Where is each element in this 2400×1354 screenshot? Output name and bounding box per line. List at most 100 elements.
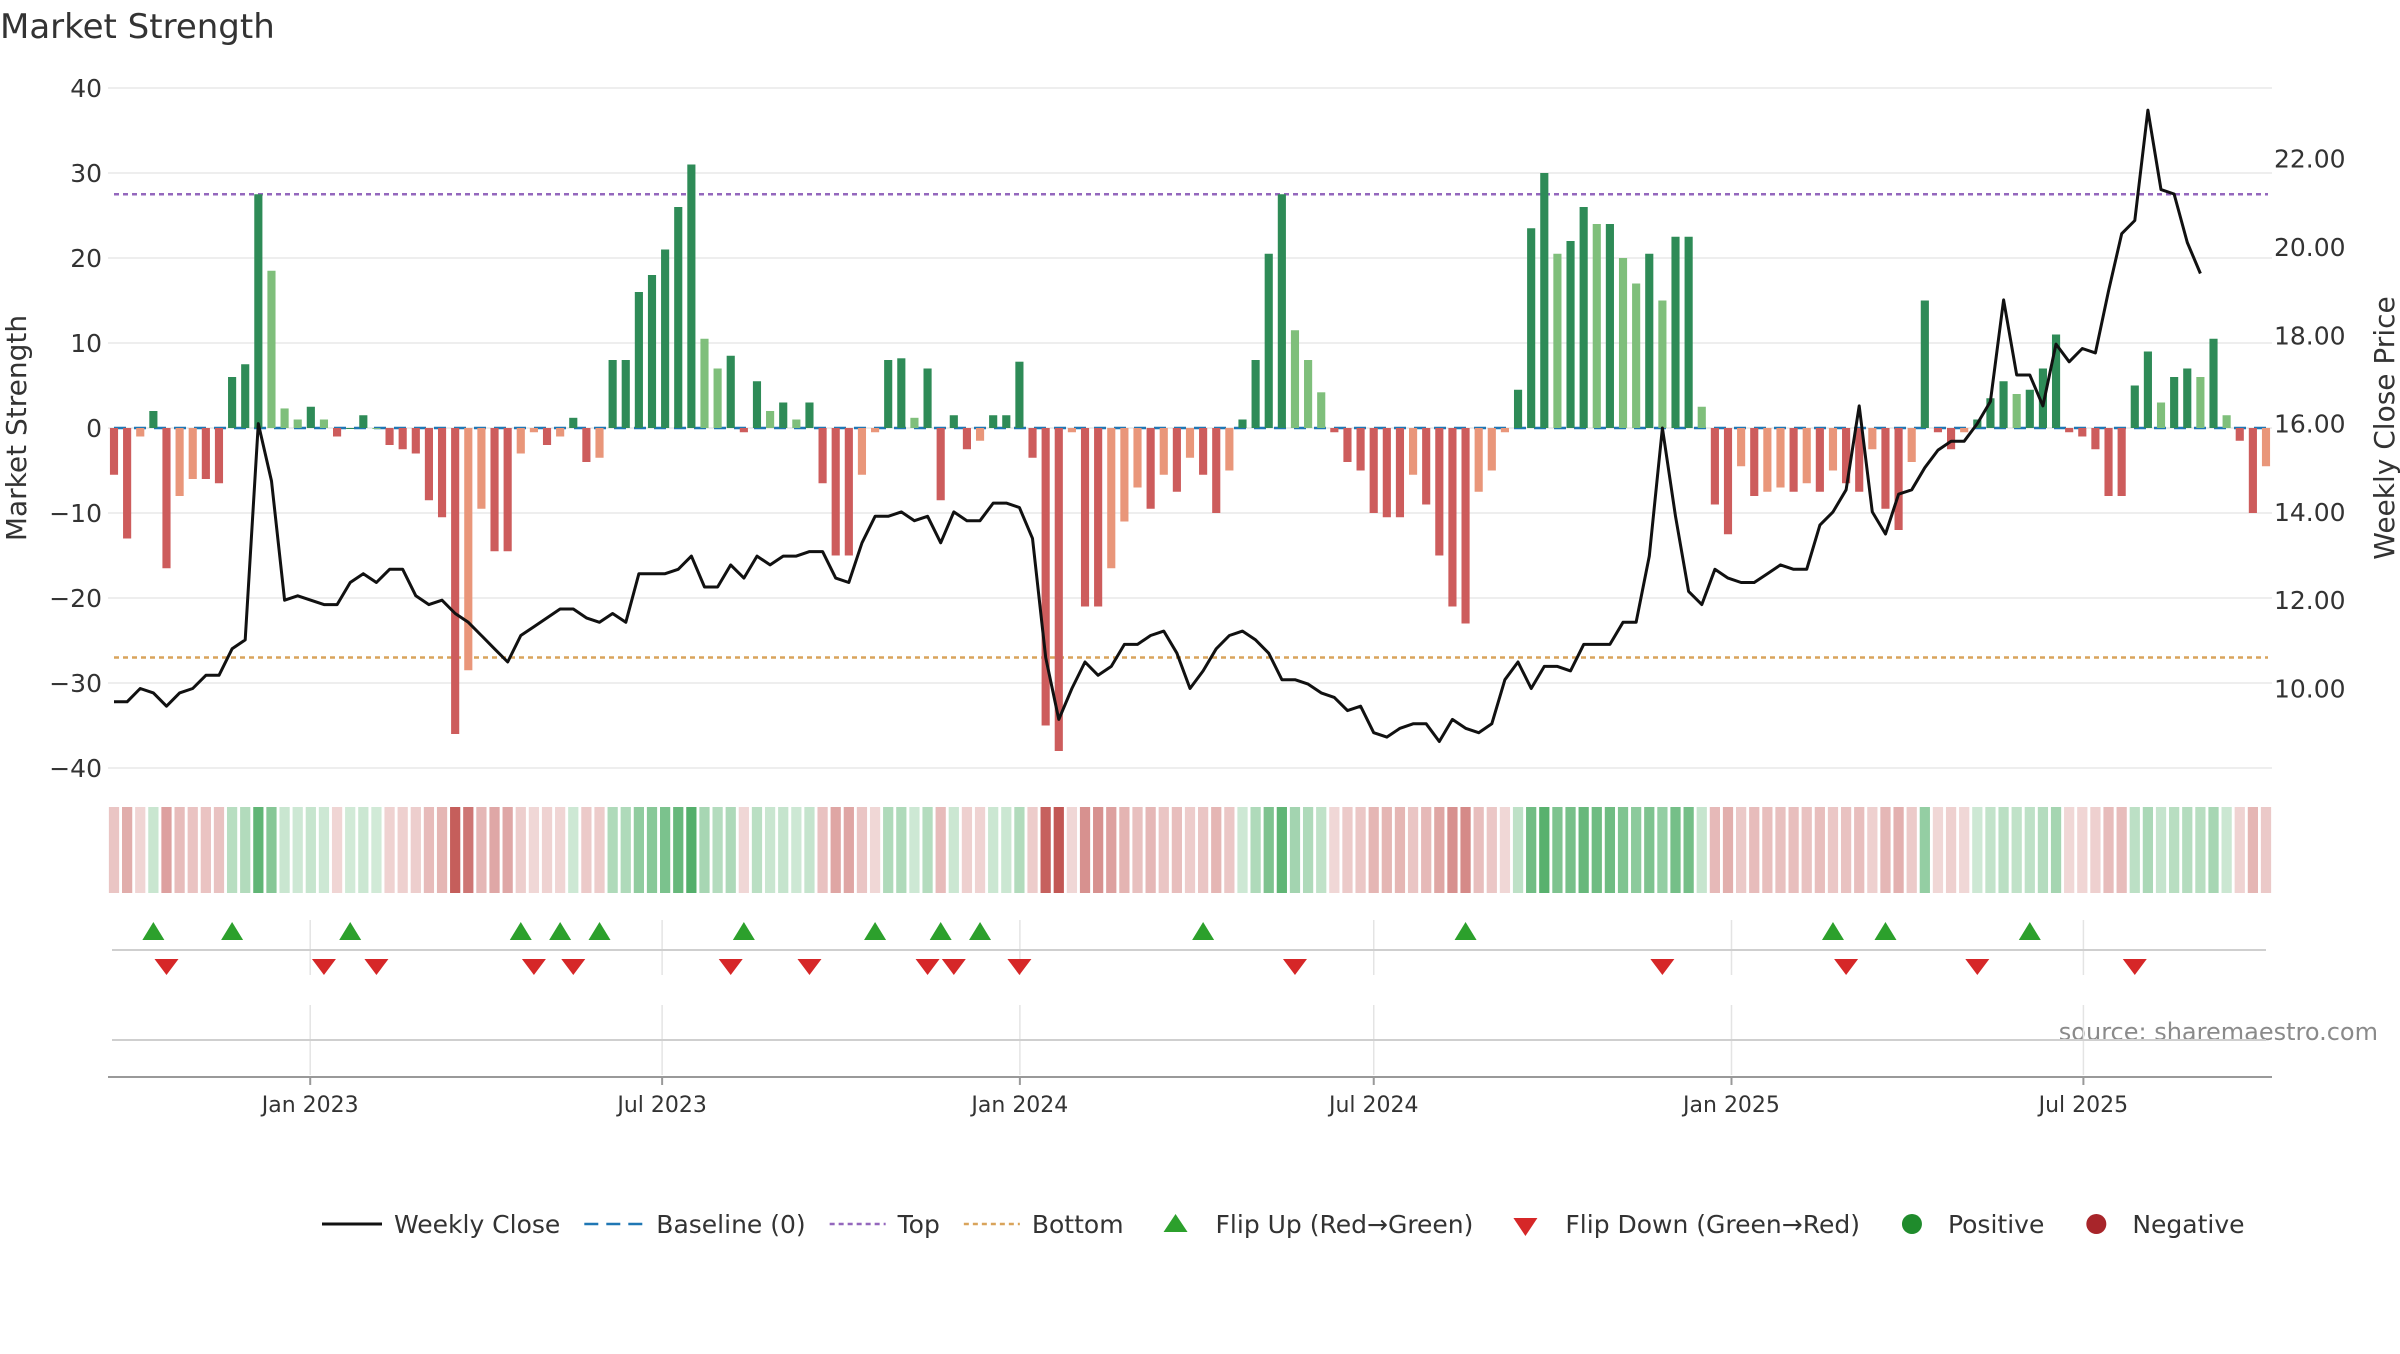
heat-band-cell xyxy=(528,807,540,893)
heat-band-cell xyxy=(1106,807,1117,893)
heat-band-cell xyxy=(279,807,290,893)
strength-bar xyxy=(529,428,538,433)
strength-bar xyxy=(1684,236,1693,428)
strength-bar xyxy=(2065,428,2074,433)
heat-band-cell xyxy=(817,807,828,893)
strength-bar xyxy=(1553,253,1562,428)
heat-band-cell xyxy=(1184,807,1196,893)
heat-band-cell xyxy=(922,807,933,893)
heat-band-cell xyxy=(1552,807,1563,893)
heat-band-cell xyxy=(1893,807,1904,893)
strength-bar xyxy=(2196,377,2205,428)
strength-bar xyxy=(1474,428,1483,492)
heat-band-cell xyxy=(1644,807,1655,893)
strength-bar xyxy=(700,338,709,428)
heat-band-cell xyxy=(633,807,644,893)
legend-item: Flip Up (Red→Green) xyxy=(1163,1210,1473,1239)
heat-band-cell xyxy=(699,807,710,893)
flip-up-marker xyxy=(969,922,992,940)
strength-bar xyxy=(1828,428,1838,471)
strength-bar xyxy=(214,428,224,484)
heat-band-cell xyxy=(1132,807,1143,893)
heat-band-cell xyxy=(2103,807,2114,893)
heat-band-cell xyxy=(161,807,172,893)
heat-band-cell xyxy=(1421,807,1432,893)
strength-bar xyxy=(1697,406,1706,428)
heat-band-cell xyxy=(1827,807,1839,893)
heat-band-cell xyxy=(1145,807,1156,893)
strength-bar xyxy=(2209,338,2218,428)
heat-band-cell xyxy=(1407,807,1419,893)
flip-up-marker xyxy=(2018,922,2041,940)
strength-bar xyxy=(411,428,420,454)
heat-band-cell xyxy=(2221,807,2232,893)
flip-down-marker xyxy=(915,959,940,975)
y-tick-label-left: −10 xyxy=(49,499,102,528)
heat-band-cell xyxy=(1604,807,1616,893)
legend-item: Flip Down (Green→Red) xyxy=(1513,1210,1860,1239)
heat-band-cell xyxy=(712,807,723,893)
strength-bar xyxy=(2104,428,2113,496)
heat-band-cell xyxy=(961,807,973,893)
strength-bar xyxy=(1054,428,1063,751)
heat-band-cell xyxy=(1565,807,1576,893)
weekly-close-polyline xyxy=(114,108,2202,743)
strength-bar xyxy=(1330,428,1339,433)
heat-band-cell xyxy=(358,807,369,893)
heat-band-cell xyxy=(646,807,658,893)
heat-band-cell xyxy=(318,807,330,893)
legend-label: Baseline (0) xyxy=(656,1210,805,1239)
strength-bar xyxy=(687,164,696,428)
heat-band-cell xyxy=(948,807,959,893)
flip-down-marker xyxy=(1007,959,1032,975)
flip-down-marker xyxy=(364,959,389,975)
legend-label: Bottom xyxy=(1032,1210,1124,1239)
heat-band-cell xyxy=(2011,807,2022,893)
strength-bar xyxy=(975,428,985,441)
heat-band-cell xyxy=(489,807,500,893)
strength-bar xyxy=(910,417,919,428)
strength-bar xyxy=(1107,428,1116,569)
strength-bar xyxy=(989,415,998,428)
strength-bar xyxy=(1881,428,1890,509)
strength-bar xyxy=(1002,415,1011,428)
axes: 40 30 20 10 0 −10 −20 −30 −40 22.00 20.00 18.00 16.0… xyxy=(49,74,2345,783)
heat-band-cell xyxy=(804,807,815,893)
strength-bar xyxy=(1894,428,1903,530)
strength-bar xyxy=(1579,207,1588,428)
strength-bar xyxy=(1264,253,1273,428)
legend-item: Bottom xyxy=(963,1210,1124,1239)
heat-band-cell xyxy=(1250,807,1261,893)
flip-down-marker xyxy=(521,959,546,975)
strength-bar xyxy=(1907,428,1916,462)
strength-bar xyxy=(2143,351,2152,428)
strength-heat-band xyxy=(108,807,2272,893)
strength-bar xyxy=(805,402,814,428)
y-tick-label-right: 16.00 xyxy=(2274,410,2346,439)
strength-bar xyxy=(1094,428,1103,607)
legend-label: Negative xyxy=(2132,1210,2244,1239)
heat-band-cell xyxy=(2077,807,2088,893)
strength-bar xyxy=(1789,428,1798,492)
heat-band-cell xyxy=(1801,807,1812,893)
strength-bar xyxy=(661,249,670,428)
strength-bar xyxy=(818,428,827,484)
strength-bar xyxy=(1986,398,1995,428)
grid xyxy=(108,87,2272,1075)
strength-bar xyxy=(464,428,473,671)
x-axis: Jan 2023 Jul 2023 Jan 2024 Jul 2024 Jan 2025… xyxy=(108,1076,2272,1118)
heat-band-cell xyxy=(1722,807,1734,893)
heat-band-cell xyxy=(791,807,802,893)
strength-bar xyxy=(1763,428,1772,492)
heat-band-cell xyxy=(1775,807,1786,893)
y-axis-label-right: Weekly Close Price xyxy=(2368,296,2400,559)
x-tick-label: Jan 2024 xyxy=(969,1093,1068,1118)
strength-bar xyxy=(1015,361,1024,428)
x-tick-label: Jan 2025 xyxy=(1681,1093,1780,1118)
heat-band-cell xyxy=(2064,807,2075,893)
heat-band-cell xyxy=(1211,807,1222,893)
flip-up-marker xyxy=(864,922,887,940)
strength-bar xyxy=(2248,428,2257,513)
heat-band-cell xyxy=(2129,807,2140,893)
